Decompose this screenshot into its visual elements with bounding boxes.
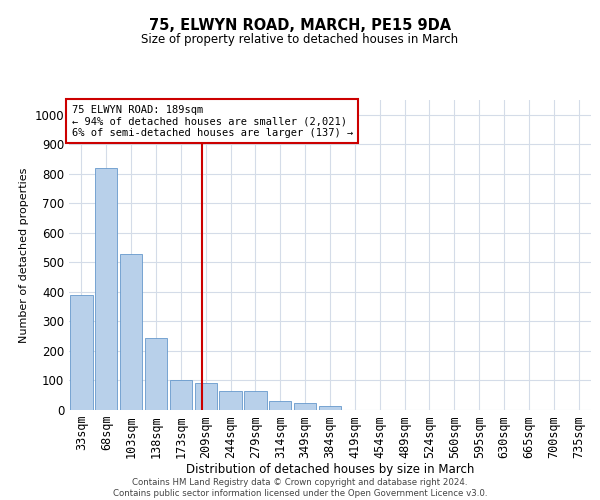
Bar — [244, 391, 266, 410]
Bar — [194, 384, 217, 410]
Bar — [170, 380, 192, 410]
Bar — [70, 295, 92, 410]
Bar — [120, 254, 142, 410]
Y-axis label: Number of detached properties: Number of detached properties — [19, 168, 29, 342]
Bar — [294, 402, 316, 410]
Text: Size of property relative to detached houses in March: Size of property relative to detached ho… — [142, 32, 458, 46]
Bar — [319, 406, 341, 410]
Bar — [220, 391, 242, 410]
Bar — [95, 168, 118, 410]
Bar — [145, 338, 167, 410]
X-axis label: Distribution of detached houses by size in March: Distribution of detached houses by size … — [186, 463, 474, 476]
Text: 75 ELWYN ROAD: 189sqm
← 94% of detached houses are smaller (2,021)
6% of semi-de: 75 ELWYN ROAD: 189sqm ← 94% of detached … — [71, 104, 353, 138]
Text: Contains HM Land Registry data © Crown copyright and database right 2024.
Contai: Contains HM Land Registry data © Crown c… — [113, 478, 487, 498]
Text: 75, ELWYN ROAD, MARCH, PE15 9DA: 75, ELWYN ROAD, MARCH, PE15 9DA — [149, 18, 451, 32]
Bar — [269, 401, 292, 410]
